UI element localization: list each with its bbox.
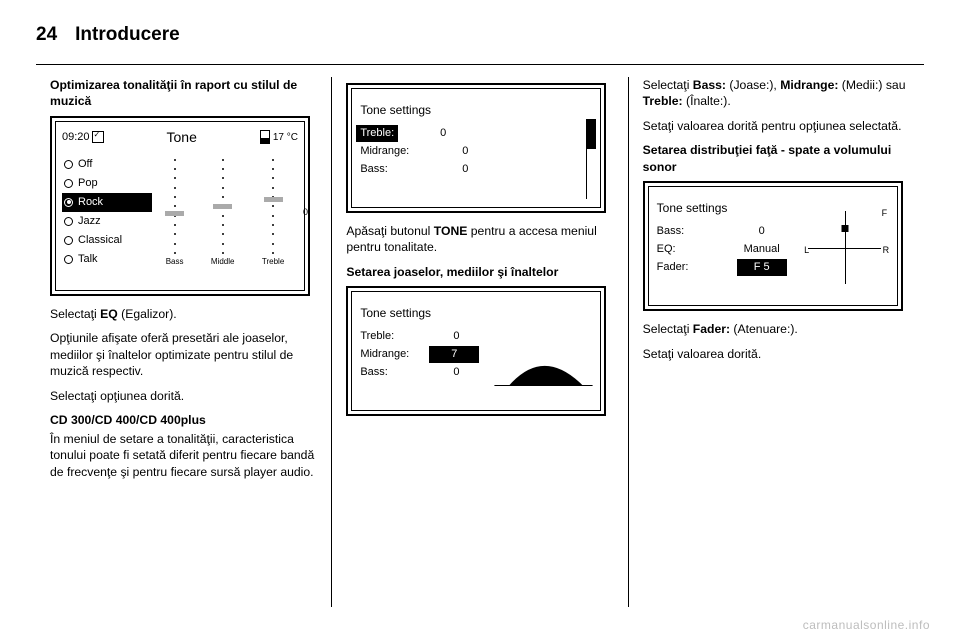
settings-row: Bass:0: [352, 160, 600, 178]
slider: Treble: [262, 159, 284, 269]
eq-item: Jazz: [62, 212, 152, 231]
fig4-title: Tone settings: [649, 197, 799, 222]
paragraph: În meniul de setare a tonalităţii, carac…: [50, 431, 317, 480]
figure-fader: Tone settings Bass:0EQ:ManualFader:F 5 F…: [643, 181, 903, 311]
fig1-time: 09:20: [62, 130, 104, 145]
fig1-temp: 17 °C: [260, 130, 298, 144]
settings-row: Midrange:0: [352, 142, 600, 160]
slider: Bass: [166, 159, 184, 269]
paragraph: Selectaţi opţiunea dorită.: [50, 388, 317, 404]
fig3-title: Tone settings: [352, 302, 487, 327]
page-number: 24: [36, 24, 57, 46]
thermometer-icon: [260, 130, 270, 144]
settings-row: Treble:0: [352, 124, 600, 142]
radio-icon: [64, 179, 73, 188]
radio-icon: [64, 255, 73, 264]
column-3: Selectaţi Bass: (Joase:), Midrange: (Med…: [628, 77, 924, 607]
settings-row: Bass:0: [649, 223, 799, 241]
zero-label: 0: [303, 206, 308, 218]
fig1-title: Tone: [104, 128, 260, 147]
label-left: L: [804, 244, 809, 256]
settings-row: EQ:Manual: [649, 241, 799, 259]
label-right: R: [883, 244, 890, 256]
eq-item: Classical: [62, 231, 152, 250]
paragraph: Setaţi valoarea dorită pentru opţiunea s…: [643, 118, 910, 134]
section-title: Optimizarea tonalităţii în raport cu sti…: [50, 77, 317, 110]
paragraph: Opţiunile afişate oferă presetări ale jo…: [50, 330, 317, 379]
column-1: Optimizarea tonalităţii în raport cu sti…: [36, 77, 331, 607]
slider: Middle: [211, 159, 235, 269]
clock-icon: [92, 131, 104, 143]
settings-row: Bass:0: [352, 364, 487, 382]
radio-icon: [64, 217, 73, 226]
settings-row: Treble:0: [352, 328, 487, 346]
paragraph: Selectaţi Bass: (Joase:), Midrange: (Med…: [643, 77, 910, 110]
subheading: Setarea distribuţiei faţă - spate a volu…: [643, 142, 910, 175]
figure-tone-settings-1: Tone settings Treble:0Midrange:0Bass:0: [346, 83, 606, 213]
radio-icon: [64, 160, 73, 169]
subheading: Setarea joaselor, mediilor şi înaltelor: [346, 264, 613, 280]
eq-list: OffPopRockJazzClassicalTalk: [62, 155, 152, 269]
column-2: Tone settings Treble:0Midrange:0Bass:0 A…: [331, 77, 627, 607]
fader-cross: F R L: [802, 205, 887, 290]
eq-item: Talk: [62, 250, 152, 269]
label-front: F: [882, 207, 888, 219]
chapter-title: Introducere: [75, 24, 180, 46]
radio-icon: [64, 236, 73, 245]
eq-item: Off: [62, 155, 152, 174]
paragraph: Selectaţi EQ (Egalizor).: [50, 306, 317, 322]
paragraph: Setaţi valoarea dorită.: [643, 346, 910, 362]
watermark: carmanualsonline.info: [803, 618, 930, 632]
eq-item: Rock: [62, 193, 152, 212]
paragraph: Apăsaţi butonul TONE pentru a accesa men…: [346, 223, 613, 256]
eq-sliders: 0 BassMiddleTreble: [152, 155, 298, 269]
scrollbar: [586, 119, 596, 199]
radio-icon: [64, 198, 73, 207]
fader-marker: [841, 225, 848, 232]
eq-curve-icon: [487, 302, 600, 410]
settings-row: Fader:F 5: [649, 259, 799, 277]
divider: [36, 64, 924, 65]
settings-row: Midrange:7: [352, 346, 487, 364]
figure-tone-eq: 09:20 Tone 17 °C OffPopRockJazzClassical…: [50, 116, 310, 296]
fig2-title: Tone settings: [352, 99, 600, 124]
eq-item: Pop: [62, 174, 152, 193]
paragraph: Selectaţi Fader: (Atenuare:).: [643, 321, 910, 337]
figure-tone-settings-2: Tone settings Treble:0Midrange:7Bass:0: [346, 286, 606, 416]
subheading: CD 300/CD 400/CD 400plus: [50, 412, 317, 428]
